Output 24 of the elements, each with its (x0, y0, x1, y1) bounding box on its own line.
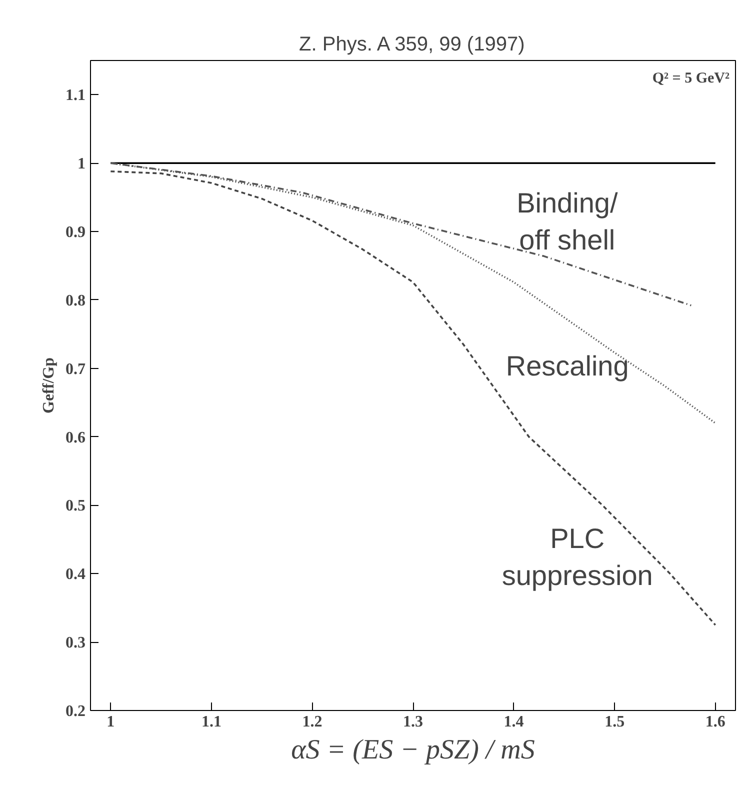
x-axis-title: αS = (ES − pSZ) / mS (291, 734, 535, 766)
y-tick-label: 1.1 (66, 87, 86, 104)
x-tick-label: 1.4 (504, 714, 524, 730)
x-tick-label: 1.2 (302, 714, 322, 730)
x-tick-label: 1 (106, 714, 115, 730)
x-tick-label: 1.5 (604, 714, 625, 730)
series-label: Rescaling (506, 350, 629, 382)
y-tick-label: 0.3 (66, 634, 86, 652)
y-tick-label: 1 (78, 156, 86, 173)
y-tick-label: 0.6 (66, 429, 86, 446)
x-tick-label: 1.3 (403, 714, 423, 730)
x-tick-label: 1.6 (705, 714, 726, 730)
y-tick-label: 0.7 (66, 360, 86, 378)
y-axis-title: Geff/Gp (40, 357, 58, 414)
series-label: PLC suppression (502, 522, 653, 592)
y-tick-label: 0.2 (66, 703, 86, 720)
x-tick-label: 1.1 (201, 714, 222, 730)
chart-title: Z. Phys. A 359, 99 (1997) (299, 34, 525, 56)
y-tick-label: 0.8 (66, 292, 86, 310)
y-tick-label: 0.4 (66, 566, 86, 584)
y-tick-label: 0.9 (66, 224, 86, 242)
y-tick-label: 0.5 (66, 498, 86, 515)
series-label: Binding/ off shell (516, 187, 618, 256)
annotation: Q² = 5 GeV² (652, 70, 730, 86)
